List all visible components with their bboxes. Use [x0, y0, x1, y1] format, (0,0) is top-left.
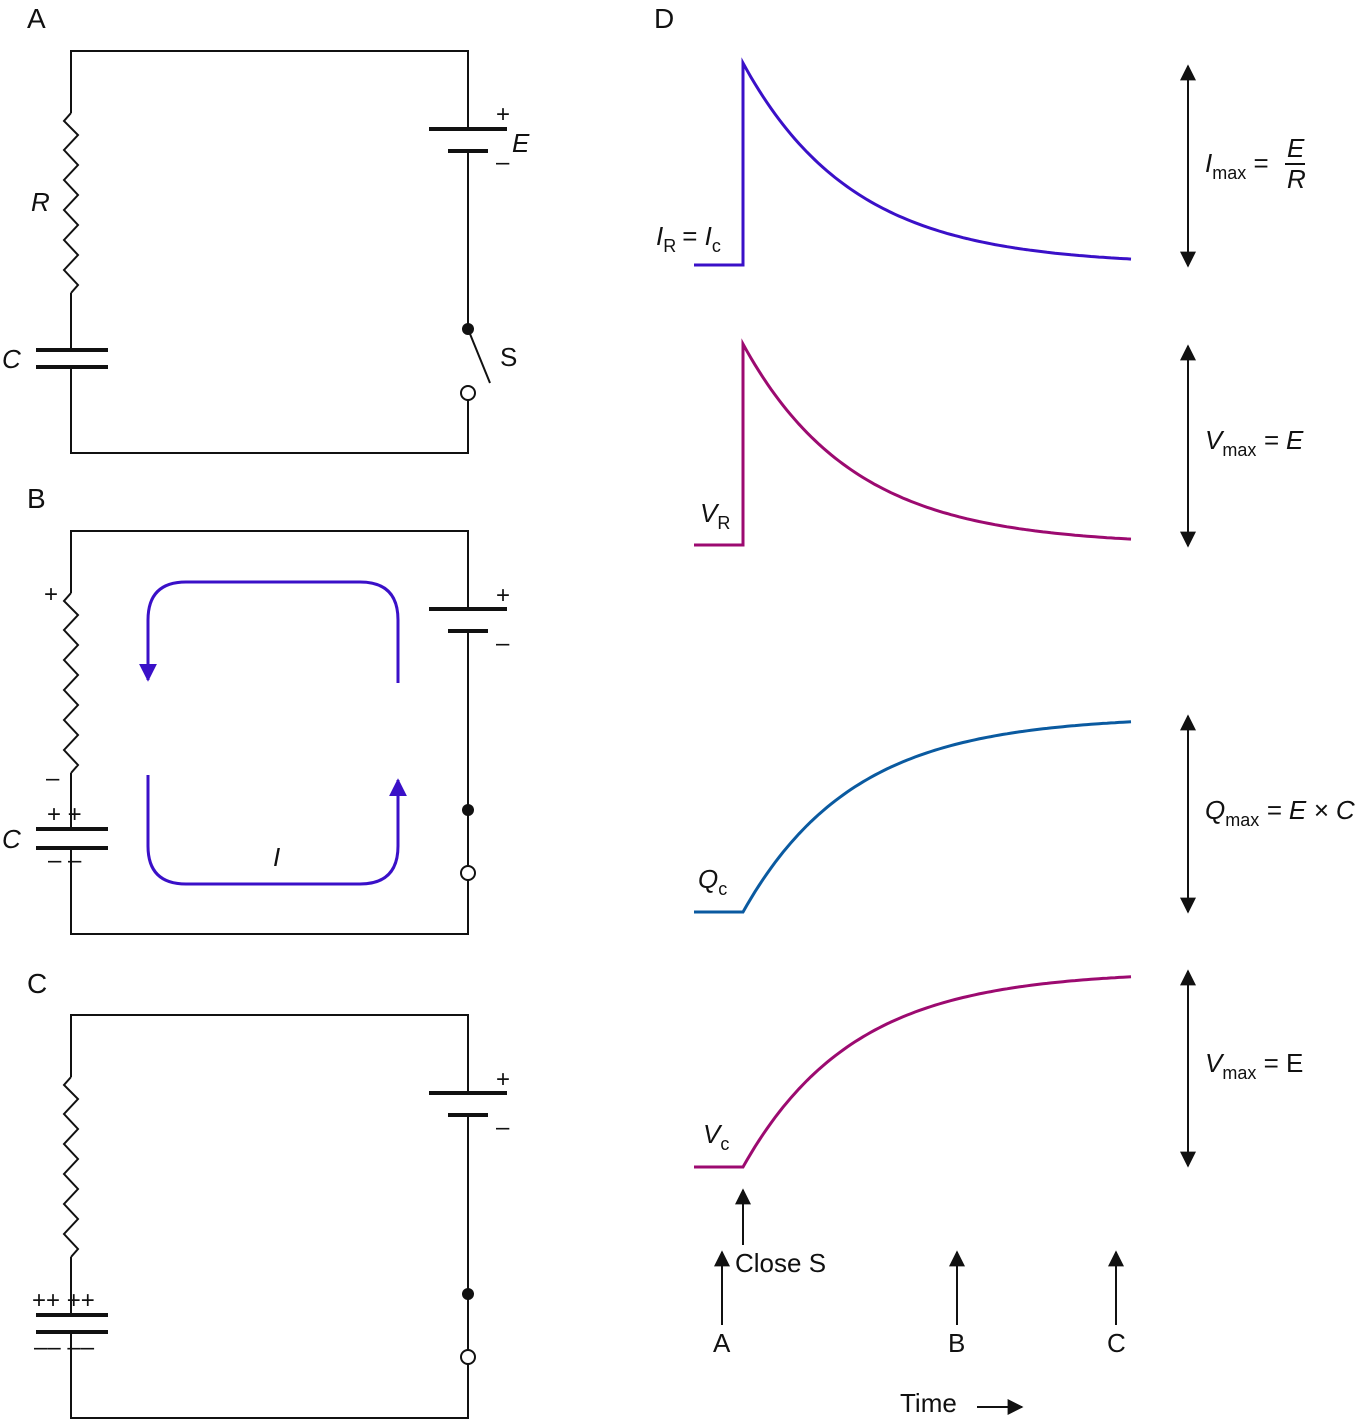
charge-label: Qc	[698, 864, 727, 899]
bottom-wire	[70, 368, 469, 454]
current-max-label: Imax =	[1205, 148, 1269, 183]
close-switch-label: Close S	[735, 1248, 826, 1278]
capacitor-voltage-max-label: Vmax = E	[1205, 1048, 1303, 1083]
capacitor-voltage-curve	[694, 975, 1132, 1169]
panel-d-label: D	[654, 3, 674, 34]
time-marker-a: A	[713, 1328, 731, 1358]
panel-c-label: C	[27, 968, 47, 999]
panel-d-graphs: D IR = Ic Imax = E R VR Vmax = E Qc Qmax …	[654, 3, 1355, 1418]
resistor-voltage-max-label: Vmax = E	[1205, 425, 1304, 460]
battery-minus: –	[496, 630, 510, 657]
switch-contact	[460, 865, 476, 881]
capacitor-voltage-label: Vc	[703, 1119, 729, 1154]
current-label: I	[273, 842, 280, 872]
resistor-voltage-curve	[694, 338, 1132, 547]
current-loop-bottom-arrow	[146, 775, 407, 886]
resistor-voltage-label: VR	[700, 498, 730, 533]
switch-contact	[460, 385, 476, 401]
current-loop-top-arrow	[139, 580, 400, 683]
charge-curve	[694, 720, 1132, 914]
battery-minus: –	[496, 1114, 510, 1141]
capacitor-plus-charges: + +	[47, 801, 82, 828]
current-max-numerator: E	[1287, 133, 1305, 163]
battery-minus: –	[496, 149, 510, 176]
emf-label: E	[512, 128, 530, 158]
top-wire	[70, 1014, 469, 1093]
capacitor-label: C	[2, 824, 21, 854]
capacitor-plus-charges: ++ ++	[32, 1287, 95, 1314]
time-axis-label: Time	[900, 1388, 957, 1418]
panel-b-label: B	[27, 483, 46, 514]
switch-label: S	[500, 342, 517, 372]
resistor-label: R	[31, 187, 50, 217]
time-marker-b: B	[948, 1328, 965, 1358]
switch-pivot	[462, 1288, 474, 1300]
charge-max-label: Qmax = E × C	[1205, 795, 1355, 830]
bottom-wire	[70, 1332, 469, 1419]
bottom-wire	[70, 848, 469, 935]
panel-b-circuit: B + – + + – – C + – I	[2, 483, 510, 935]
capacitor-label: C	[2, 344, 21, 374]
battery-plus: +	[496, 582, 510, 609]
resistor-zigzag	[62, 592, 80, 774]
time-marker-c: C	[1107, 1328, 1126, 1358]
current-curve	[694, 57, 1132, 267]
capacitor-minus-charges: – –	[48, 847, 82, 874]
resistor-plus: +	[44, 581, 58, 608]
resistor-zigzag	[62, 1076, 80, 1258]
resistor-zigzag	[62, 112, 80, 294]
top-wire	[70, 530, 469, 608]
panel-a-label: A	[27, 3, 46, 34]
switch-lever-open	[467, 328, 491, 384]
switch-pivot	[462, 804, 474, 816]
panel-c-circuit: C ++ ++ –– –– + –	[27, 968, 510, 1419]
battery-plus: +	[496, 1066, 510, 1093]
current-curve-label: IR = Ic	[656, 221, 721, 256]
switch-contact	[460, 1349, 476, 1365]
current-max-denominator: R	[1287, 164, 1306, 194]
battery-plus: +	[496, 101, 510, 128]
panel-a-circuit: A R C + – E S	[2, 3, 530, 454]
top-wire	[70, 50, 469, 128]
capacitor-minus-charges: –– ––	[34, 1334, 95, 1361]
resistor-minus: –	[46, 765, 60, 792]
